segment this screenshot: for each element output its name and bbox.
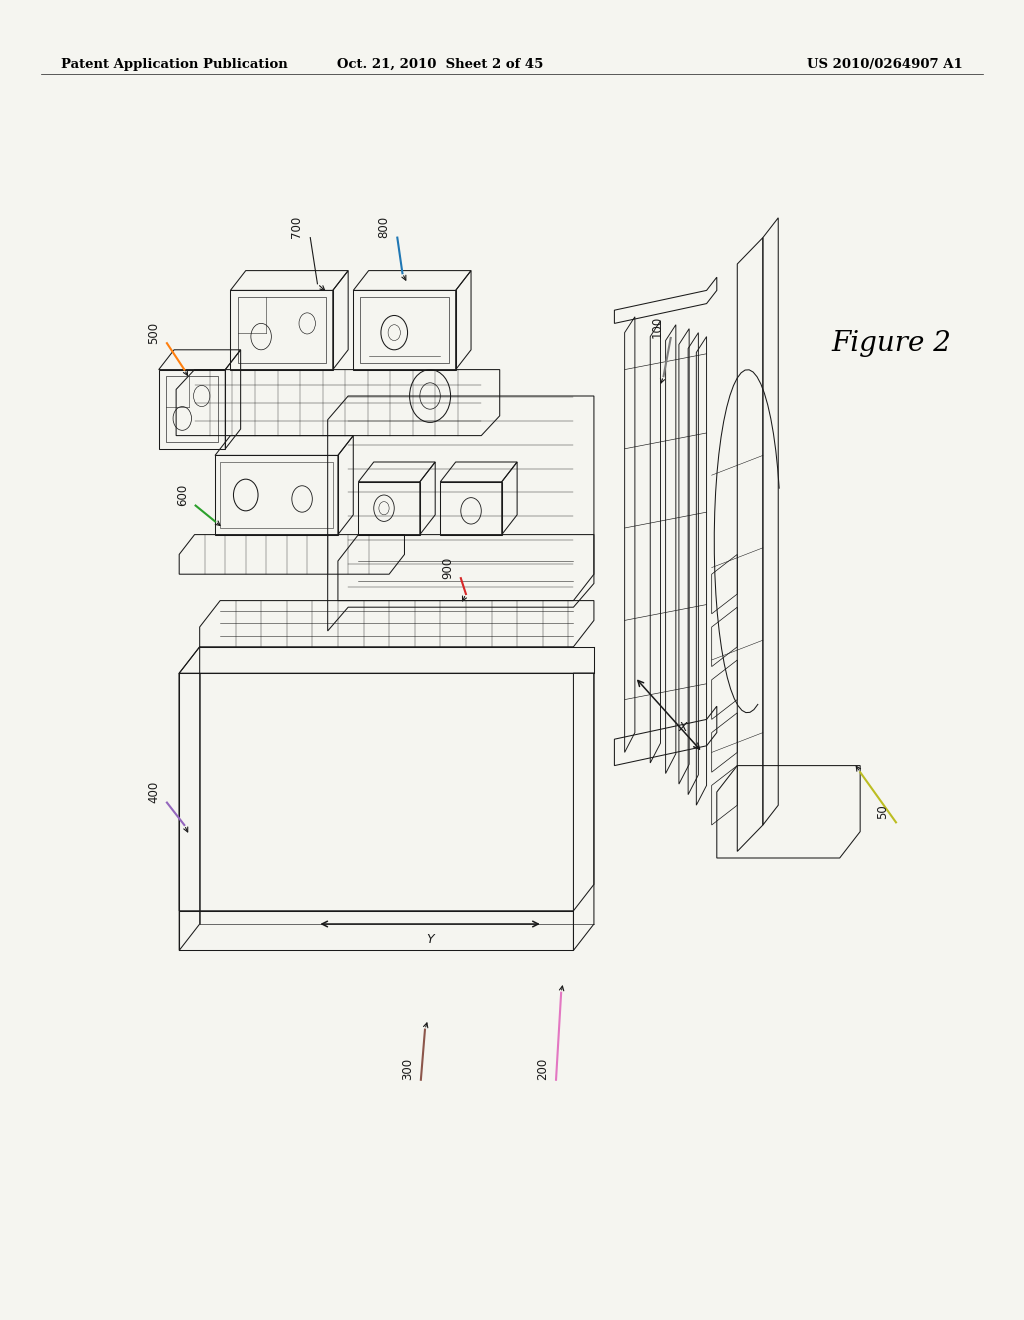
Text: 300: 300 xyxy=(401,1059,414,1080)
Text: 200: 200 xyxy=(537,1059,549,1080)
Text: Patent Application Publication: Patent Application Publication xyxy=(61,58,288,71)
Text: Figure 2: Figure 2 xyxy=(830,330,951,356)
Text: 100: 100 xyxy=(651,317,664,338)
Text: 900: 900 xyxy=(441,557,454,578)
Text: 800: 800 xyxy=(378,216,390,238)
Text: 400: 400 xyxy=(147,781,160,803)
Text: US 2010/0264907 A1: US 2010/0264907 A1 xyxy=(807,58,963,71)
Text: Oct. 21, 2010  Sheet 2 of 45: Oct. 21, 2010 Sheet 2 of 45 xyxy=(337,58,544,71)
Text: Y: Y xyxy=(426,933,434,946)
Text: 50: 50 xyxy=(877,804,889,820)
Text: 700: 700 xyxy=(291,216,303,238)
Text: X: X xyxy=(679,721,687,734)
Text: 500: 500 xyxy=(147,322,160,343)
Text: 600: 600 xyxy=(176,484,188,506)
